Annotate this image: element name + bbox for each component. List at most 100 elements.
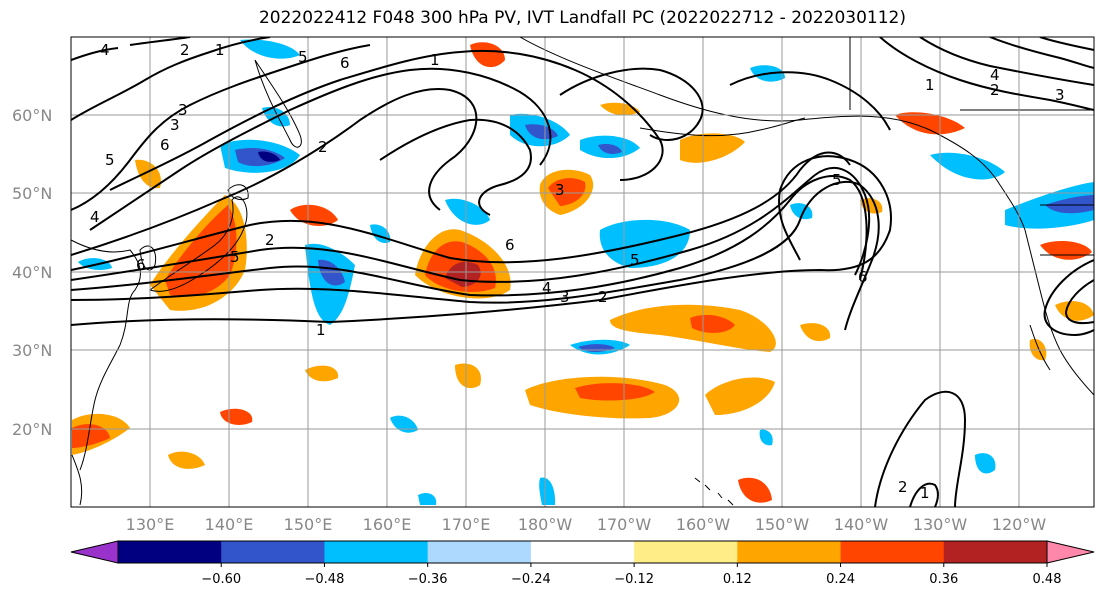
colorbar-segment (221, 541, 325, 563)
anomaly-negative (418, 493, 437, 505)
colorbar-tick-label: 0.24 (826, 572, 855, 587)
anomaly-positive (305, 365, 339, 382)
contour-line (909, 482, 939, 507)
anomaly-positive (168, 451, 205, 469)
contour-line (71, 180, 880, 331)
anomaly-negative (445, 198, 490, 225)
colorbar-tick-label: 0.36 (929, 572, 958, 587)
anomaly-positive (895, 112, 965, 135)
anomaly-positive-core (575, 383, 655, 401)
lon-label: 140°E (205, 515, 254, 534)
contour-label: 2 (598, 288, 608, 306)
contour-line (1039, 37, 1094, 51)
anomaly-positive (680, 133, 745, 163)
contour-line (71, 151, 851, 271)
longitude-axis: 130°E 140°E 150°E 160°E 170°E 180°W 170°… (126, 515, 1047, 534)
contour-line (1043, 259, 1094, 337)
aleutians (639, 117, 806, 137)
contour-label: 5 (630, 251, 640, 269)
contour-label: 2 (990, 81, 1000, 99)
contour-label: 6 (505, 236, 515, 254)
contour-line (919, 37, 1094, 86)
contour-line (989, 37, 1094, 69)
colorbar-tick-label: −0.60 (201, 572, 241, 587)
contour-label: 4 (90, 208, 100, 226)
contour-label: 5 (832, 171, 842, 189)
map-panel: 4 2 1 5 6 3 2 6 1 5 3 4 2 6 5 3 4 6 3 2 … (71, 37, 1094, 507)
contour-label: 3 (178, 101, 188, 119)
contour-label: 2 (898, 478, 908, 496)
shading-layer (72, 39, 1094, 505)
lat-label: 30°N (12, 341, 52, 360)
latitude-axis: 60°N 50°N 40°N 30°N 20°N (12, 106, 52, 439)
korea-coast (139, 245, 157, 271)
anomaly-negative-core (598, 143, 622, 154)
anomaly-positive-core (548, 178, 586, 206)
anomaly-negative-core (318, 259, 345, 286)
contour-label: 1 (215, 41, 225, 59)
lon-label: 170°W (597, 515, 652, 534)
anomaly-positive (135, 159, 161, 189)
contour-label: 5 (230, 248, 240, 266)
contour-label: 1 (430, 51, 440, 69)
anomaly-negative (240, 39, 300, 59)
contour-label: 2 (265, 231, 275, 249)
lat-label: 60°N (12, 106, 52, 125)
contour-label: 2 (180, 41, 190, 59)
contour-label: 6 (136, 256, 146, 274)
lat-label: 50°N (12, 184, 52, 203)
contour-line (71, 166, 871, 283)
lon-label: 130°E (126, 515, 175, 534)
contour-label: 5 (298, 48, 308, 66)
colorbar-segment (840, 541, 945, 563)
anomaly-positive (470, 42, 505, 68)
lon-label: 150°E (284, 515, 333, 534)
contour-line (559, 67, 704, 141)
colorbar-segment (943, 541, 1048, 563)
colorbar-segment (324, 541, 429, 563)
contour-line (71, 88, 478, 256)
contour-label: 1 (316, 321, 326, 339)
contour-label: 4 (542, 279, 552, 297)
anomaly-positive (455, 363, 481, 389)
contour-line (879, 37, 1094, 111)
contour-line (71, 155, 892, 326)
lon-label: 180°W (518, 515, 573, 534)
anomaly-negative (539, 477, 556, 505)
anomaly-negative-max (258, 151, 280, 162)
lon-label: 160°W (676, 515, 731, 534)
contour-label: 3 (555, 181, 565, 199)
colorbar: −0.60 −0.48 −0.36 −0.24 −0.12 0.12 0.24 0.36 0.4… (70, 540, 1095, 587)
contour-label: 3 (560, 288, 570, 306)
colorbar-segments (117, 540, 1048, 564)
anomaly-negative (390, 415, 418, 433)
anomaly-negative (759, 429, 773, 446)
anomaly-positive (220, 408, 253, 425)
pv-contours (71, 37, 1094, 507)
contour-line (1064, 279, 1094, 325)
anomaly-negative (930, 152, 1005, 180)
contour-line (71, 44, 371, 211)
philippines-coast (71, 454, 83, 506)
contour-line (379, 118, 532, 216)
lat-label: 40°N (12, 263, 52, 282)
colorbar-tick-label: 0.12 (723, 572, 752, 587)
alaska-coast (519, 37, 1026, 231)
contour-label: 2 (318, 138, 328, 156)
map-border (70, 36, 1095, 508)
anomaly-positive (705, 377, 775, 415)
contour-line (729, 71, 891, 131)
contour-label: 1 (920, 484, 930, 502)
map-title: 2022022412 F048 300 hPa PV, IVT Landfall… (258, 8, 906, 28)
contour-line (71, 37, 271, 121)
lat-label: 20°N (12, 420, 52, 439)
anomaly-positive (800, 323, 831, 342)
colorbar-tick-label: −0.24 (511, 572, 551, 587)
lon-label: 120°W (992, 515, 1047, 534)
asia-coast (71, 239, 141, 471)
hawaii-islands (694, 477, 734, 506)
lon-label: 170°E (442, 515, 491, 534)
lon-label: 150°W (755, 515, 810, 534)
anomaly-negative-core (1045, 195, 1094, 214)
